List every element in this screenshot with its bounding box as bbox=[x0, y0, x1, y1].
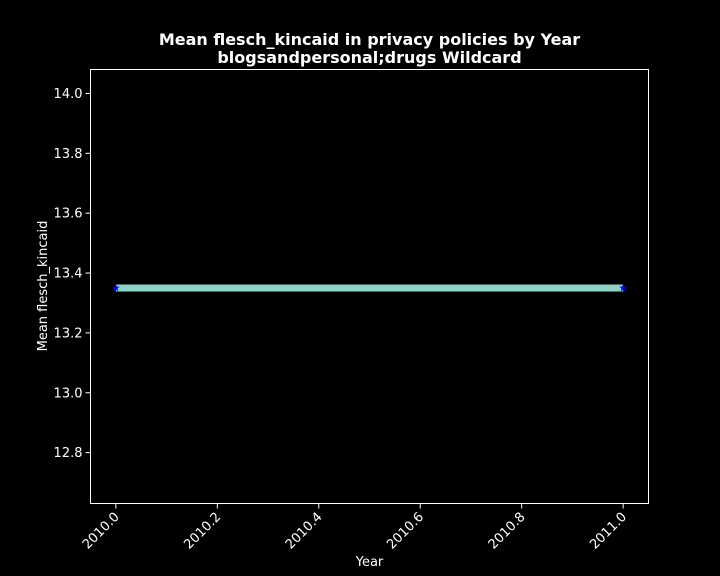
y-tick-label: 13.4 bbox=[54, 267, 83, 282]
x-tick-label: 2010.0 bbox=[80, 510, 123, 553]
y-tick-label: 12.8 bbox=[54, 446, 83, 461]
data-point-star bbox=[619, 284, 627, 292]
y-axis: 12.8 13.0 13.2 13.4 13.6 13.8 14.0 bbox=[54, 87, 91, 461]
y-axis-label: Mean flesch_kincaid bbox=[36, 221, 51, 352]
data-point-star bbox=[112, 284, 120, 292]
y-tick-label: 13.2 bbox=[54, 326, 83, 341]
y-tick-label: 14.0 bbox=[54, 87, 83, 102]
x-tick-label: 2010.8 bbox=[486, 510, 529, 553]
x-tick-label: 2010.2 bbox=[181, 510, 224, 553]
chart-title-line-1: Mean flesch_kincaid in privacy policies … bbox=[159, 30, 580, 49]
x-axis-label: Year bbox=[355, 555, 384, 570]
chart-title-line-2: blogsandpersonal;drugs Wildcard bbox=[217, 48, 521, 67]
y-tick-label: 13.0 bbox=[54, 386, 83, 401]
x-tick-label: 2010.6 bbox=[384, 510, 427, 553]
y-tick-label: 13.8 bbox=[54, 147, 83, 162]
x-tick-label: 2011.0 bbox=[587, 510, 630, 553]
x-axis: 2010.0 2010.2 2010.4 2010.6 2010.8 2011.0 bbox=[80, 503, 630, 553]
y-tick-label: 13.6 bbox=[54, 207, 83, 222]
x-tick-label: 2010.4 bbox=[283, 510, 326, 553]
series-layer bbox=[112, 284, 627, 292]
